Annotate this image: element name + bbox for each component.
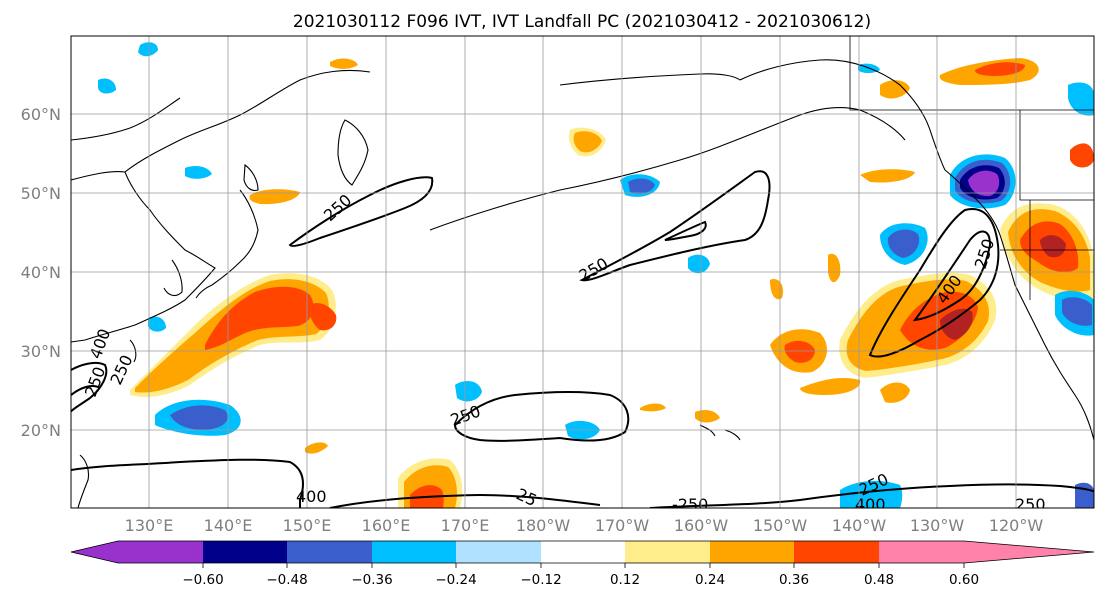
colorbar-tick-label: 0.24 [695, 572, 725, 588]
lon-label: 130°E [125, 516, 174, 535]
colorbar-tick-label: −0.24 [435, 572, 476, 588]
gridlines [71, 36, 1094, 508]
colorbar-tick-label: −0.36 [351, 572, 392, 588]
lon-label: 140°E [204, 516, 253, 535]
lon-label: 120°W [989, 516, 1044, 535]
lon-label: 160°W [674, 516, 729, 535]
lon-label: 150°W [753, 516, 808, 535]
ivt-contours [71, 170, 1094, 508]
colorbar-segment [118, 541, 203, 563]
colorbar-min-extend [71, 541, 118, 563]
lat-label: 20°N [21, 421, 61, 440]
figure-title: 2021030112 F096 IVT, IVT Landfall PC (20… [293, 12, 871, 32]
colorbar-tick-label: −0.48 [266, 572, 307, 588]
lon-label: 150°E [283, 516, 332, 535]
map-frame [70, 35, 1095, 509]
lat-label: 50°N [21, 184, 61, 203]
colorbar-segment [541, 541, 625, 563]
colorbar-segment [287, 541, 372, 563]
lat-label: 40°N [21, 263, 61, 282]
colorbar-segment [456, 541, 541, 563]
lon-label: 160°E [362, 516, 411, 535]
colorbar-tick-label: 0.12 [610, 572, 640, 588]
lon-label: 180°W [516, 516, 571, 535]
contour-label: 400 [855, 495, 886, 514]
contour-label: -250 [672, 495, 708, 514]
colorbar-segment [879, 541, 964, 563]
colorbar-tick-label: −0.60 [182, 572, 223, 588]
map-plot-area: 250 250 250 250 250 400 250 400 400 25 -… [71, 36, 1094, 514]
lat-label: 60°N [21, 105, 61, 124]
colorbar: −0.60 −0.48 −0.36 −0.24 −0.12 0.12 0.24 … [70, 540, 1095, 588]
positive-anomaly-shading [130, 58, 1094, 508]
colorbar-segment [710, 541, 794, 563]
colorbar-ticks [202, 563, 965, 568]
longitude-labels: 130°E 140°E 150°E 160°E 170°E 180°W 170°… [125, 516, 1044, 535]
colorbar-segment [372, 541, 456, 563]
contour-labels: 250 250 250 250 250 400 250 400 400 25 -… [81, 190, 1046, 514]
lon-label: 170°W [595, 516, 650, 535]
colorbar-tick-label: 0.60 [949, 572, 979, 588]
colorbar-max-extend [964, 541, 1094, 563]
coastlines [71, 59, 1094, 508]
contour-label: 400 [296, 487, 327, 506]
political-boundaries [849, 36, 1094, 300]
contour-label: 25 [513, 484, 539, 510]
colorbar-segment [794, 541, 879, 563]
lon-label: 130°W [910, 516, 965, 535]
colorbar-segment [203, 541, 287, 563]
colorbar-tick-label: 0.48 [864, 572, 894, 588]
lon-label: 140°W [832, 516, 887, 535]
colorbar-tick-label: 0.36 [779, 572, 809, 588]
latitude-labels: 60°N 50°N 40°N 30°N 20°N [21, 105, 61, 440]
lat-label: 30°N [21, 342, 61, 361]
lon-label: 170°E [441, 516, 490, 535]
colorbar-segment [625, 541, 710, 563]
contour-label: 250 [1015, 495, 1046, 514]
colorbar-tick-label: −0.12 [520, 572, 561, 588]
